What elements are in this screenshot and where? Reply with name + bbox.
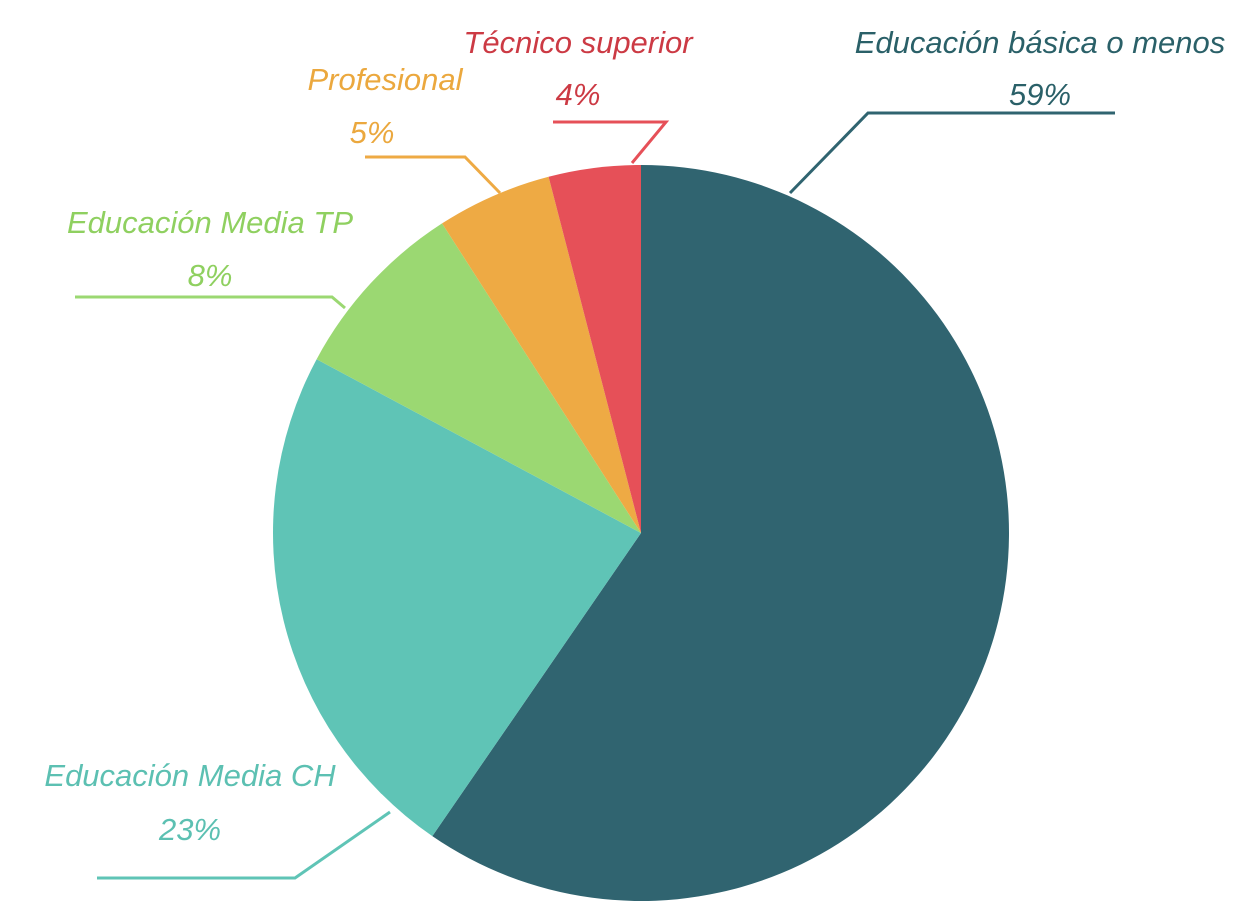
pie-slice: [442, 176, 641, 534]
leader-line: [365, 155, 502, 195]
value-label: 23%: [158, 812, 221, 847]
value-label: 5%: [350, 115, 395, 150]
value-label: 4%: [556, 77, 601, 112]
slice-label: Educación Media TP: [67, 205, 353, 240]
leader-line: [788, 111, 1115, 195]
slice-label: Educación básica o menos: [855, 25, 1226, 60]
pie-slice: [548, 165, 641, 533]
slice-label: Profesional: [307, 62, 463, 97]
leader-line: [97, 810, 391, 880]
leader-line: [553, 120, 670, 164]
value-label: 8%: [188, 258, 233, 293]
leader-line: [75, 295, 346, 310]
slice-label: Educación Media CH: [44, 758, 336, 793]
pie-slice: [272, 359, 641, 837]
pie-slice: [432, 165, 1009, 901]
pie-slice: [316, 223, 641, 533]
value-label: 59%: [1009, 77, 1071, 112]
slice-label: Técnico superior: [463, 25, 694, 60]
